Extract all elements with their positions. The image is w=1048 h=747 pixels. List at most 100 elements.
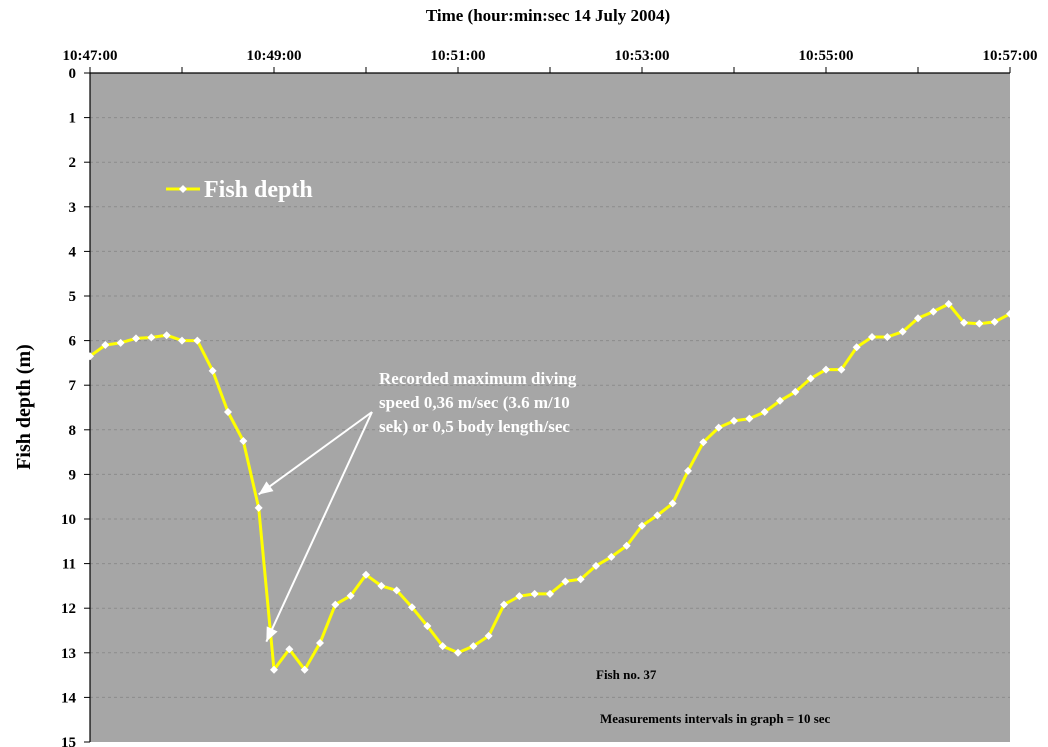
arrow-head — [258, 481, 274, 495]
plot-area — [90, 73, 1010, 742]
data-point — [500, 600, 508, 609]
y-tick-label: 13 — [61, 646, 76, 662]
legend: Fish depth — [166, 177, 313, 203]
data-point — [101, 341, 110, 350]
annotation-diving-speed: Recorded maximum diving speed 0,36 m/sec… — [258, 369, 577, 643]
y-tick-label: 2 — [69, 155, 77, 171]
y-tick-label: 5 — [69, 289, 77, 305]
legend-label: Fish depth — [204, 177, 313, 203]
data-point — [622, 541, 631, 550]
data-point — [852, 343, 861, 352]
y-tick-label: 0 — [69, 66, 77, 82]
y-tick-label: 11 — [62, 557, 76, 573]
arrow-head — [266, 626, 278, 642]
data-point — [760, 407, 769, 416]
y-tick-label: 1 — [69, 111, 77, 127]
data-point — [546, 589, 554, 598]
data-point — [86, 352, 94, 361]
data-point — [929, 307, 938, 316]
data-point — [944, 300, 953, 309]
interval-note: Measurements intervals in graph = 10 sec — [600, 711, 831, 726]
x-tick-label: 10:57:00 — [983, 48, 1038, 64]
data-point — [776, 396, 784, 405]
data-point — [377, 581, 386, 590]
data-point — [438, 642, 447, 651]
data-point — [1006, 309, 1014, 318]
data-point — [960, 318, 968, 327]
series-fish-depth — [86, 300, 1014, 674]
data-point — [162, 331, 171, 340]
y-tick-label: 12 — [61, 601, 76, 617]
data-point — [530, 589, 539, 598]
data-point — [975, 319, 984, 328]
legend-marker — [179, 185, 187, 193]
y-tick-label: 7 — [69, 378, 77, 394]
data-point — [454, 648, 462, 657]
data-point — [254, 503, 263, 512]
data-point — [791, 387, 800, 396]
data-point — [423, 622, 432, 631]
data-point — [868, 333, 876, 342]
data-point — [239, 436, 248, 445]
y-tick-label: 10 — [61, 512, 76, 528]
data-point — [116, 338, 125, 347]
data-point — [224, 407, 232, 416]
data-point — [638, 521, 646, 530]
data-point — [316, 638, 324, 647]
x-tick-label: 10:55:00 — [799, 48, 854, 64]
data-point — [270, 665, 278, 674]
data-point — [914, 314, 922, 323]
y-axis-label: Fish depth (m) — [13, 344, 35, 470]
data-point — [668, 499, 677, 508]
x-tick-label: 10:49:00 — [247, 48, 302, 64]
data-point — [684, 466, 692, 475]
annotation-arrows — [258, 411, 373, 643]
data-point — [837, 365, 846, 374]
data-point — [331, 600, 340, 609]
y-tick-label: 6 — [69, 334, 77, 350]
fish-number-note: Fish no. 37 — [596, 667, 657, 682]
data-point — [285, 645, 294, 654]
data-point — [300, 665, 309, 674]
x-tick-label: 10:53:00 — [615, 48, 670, 64]
data-point — [408, 603, 416, 612]
data-point — [714, 423, 723, 432]
data-point — [607, 552, 616, 561]
axes — [89, 67, 1011, 742]
data-point — [178, 336, 186, 345]
y-tick-label: 15 — [61, 735, 76, 747]
data-point — [822, 365, 830, 374]
y-tick-label: 8 — [69, 423, 77, 439]
data-point — [392, 586, 401, 595]
data-point — [745, 414, 754, 423]
x-tick-labels: 10:47:00 10:49:00 10:51:00 10:53:00 10:55:00… — [63, 48, 1038, 64]
annotation-line-1: Recorded maximum diving — [379, 369, 577, 388]
y-tick-label: 4 — [69, 244, 77, 260]
data-point — [592, 561, 600, 570]
data-point — [469, 642, 478, 651]
data-point — [561, 577, 570, 586]
data-point — [208, 366, 217, 375]
data-point — [132, 334, 140, 343]
y-tick-label: 9 — [69, 467, 77, 483]
annotation-line-3: sek) or 0,5 body length/sec — [379, 417, 570, 436]
data-point — [515, 592, 524, 601]
annotation-line-2: speed 0,36 m/sec (3.6 m/10 — [379, 393, 570, 412]
data-point — [990, 317, 999, 326]
data-point — [699, 438, 708, 447]
data-point — [362, 570, 370, 579]
data-point — [484, 631, 493, 640]
data-point — [193, 336, 202, 345]
data-point — [806, 374, 815, 383]
data-point — [147, 333, 156, 342]
arrow-shaft — [265, 411, 373, 643]
x-tick-label: 10:47:00 — [63, 48, 118, 64]
data-point — [653, 511, 662, 520]
data-point — [883, 333, 892, 342]
data-point — [730, 416, 738, 425]
data-point — [346, 591, 355, 600]
chart-title: Time (hour:min:sec 14 July 2004) — [426, 6, 670, 25]
y-tick-label: 14 — [61, 690, 77, 706]
